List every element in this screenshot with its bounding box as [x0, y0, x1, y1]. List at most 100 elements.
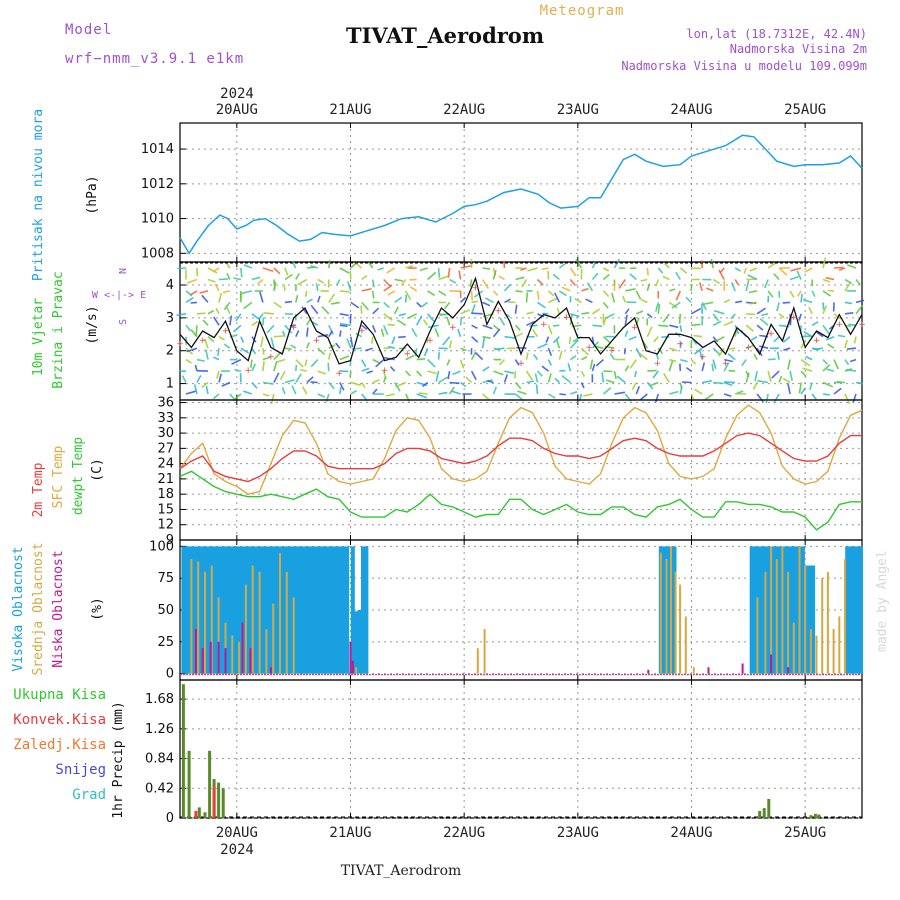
wind-arrow	[435, 370, 440, 382]
temp-ylabel-3: dewpt Temp	[71, 437, 86, 515]
wind-arrow	[443, 301, 451, 310]
wind-arrow	[580, 347, 589, 356]
wind-arrow	[295, 330, 300, 338]
wind-arrow	[753, 353, 758, 360]
wind-arrow	[516, 346, 527, 349]
low-cloud-bar	[224, 648, 227, 674]
wind-gust-marker: +	[335, 369, 343, 379]
x-tick-label-top: 23AUG	[557, 102, 599, 118]
wind-arrow	[176, 313, 187, 317]
high-cloud-bar	[181, 546, 186, 674]
high-cloud-bar	[361, 546, 365, 674]
pressure-ytick-label: 1012	[141, 177, 174, 192]
high-cloud-bar	[749, 546, 754, 674]
wind-arrow	[317, 278, 325, 284]
total-precip-bar	[197, 807, 201, 818]
wind-arrow	[243, 301, 253, 310]
wind-arrow	[529, 324, 538, 328]
wind-arrow	[712, 320, 722, 327]
wind-arrow	[315, 283, 319, 292]
wind-arrow	[743, 267, 747, 275]
wind-gust-marker: +	[472, 284, 480, 294]
high-cloud-bar	[273, 546, 278, 674]
wind-arrow	[482, 393, 491, 401]
wind-arrow	[734, 267, 742, 272]
high-cloud-bar	[341, 546, 346, 674]
cloud-axis-labels: Visoka Oblacnost Srednja Oblacnost Niska…	[11, 542, 105, 675]
wind-arrow	[514, 304, 518, 314]
wind-arrow	[385, 393, 395, 397]
wind-arrow	[438, 391, 448, 395]
wind-gust-marker: +	[426, 336, 434, 346]
wind-arrow	[494, 347, 505, 351]
wind-arrow	[427, 271, 437, 281]
wind-arrow	[394, 296, 403, 304]
wind-arrow	[711, 363, 714, 372]
wind-arrow	[570, 390, 578, 395]
wind-arrow	[712, 359, 717, 370]
mid-cloud-bar	[770, 546, 773, 674]
wind-arrow	[745, 280, 750, 292]
mid-cloud-bar	[244, 584, 247, 674]
wind-arrow	[306, 298, 313, 304]
wind-arrow	[195, 325, 198, 336]
wind-arrow	[693, 334, 703, 338]
wind-unit: (m/s)	[85, 305, 100, 344]
wind-arrow	[251, 276, 261, 281]
wind-arrow	[778, 267, 788, 276]
wind-arrow	[734, 325, 740, 335]
wind-arrow	[310, 304, 319, 315]
wind-arrow	[669, 324, 679, 329]
wind-arrow	[404, 290, 412, 301]
high-cloud-bar	[357, 610, 362, 674]
cloud-panel: 0 25 50 75 100	[149, 539, 863, 682]
wind-arrow	[416, 358, 426, 361]
wind-arrow	[591, 308, 601, 315]
temperature-axis-labels: 2m Temp SFC Temp dewpt Temp (C)	[31, 437, 105, 518]
wind-arrow	[669, 347, 678, 352]
wind-arrow	[536, 278, 544, 286]
mid-cloud-bar	[224, 622, 227, 674]
wind-arrow	[190, 290, 198, 296]
wind-arrow	[339, 267, 350, 274]
wind-arrow	[685, 366, 692, 372]
wind-arrow	[798, 313, 802, 321]
wind-arrow	[295, 359, 304, 368]
wind-arrow	[301, 306, 308, 315]
wind-arrow	[846, 368, 857, 372]
wind-arrow	[657, 347, 664, 355]
wind-arrow	[662, 372, 670, 383]
wind-arrow	[284, 267, 289, 276]
wind-arrow	[555, 339, 561, 349]
wind-gust-marker: +	[745, 343, 753, 353]
wind-arrow	[690, 307, 702, 315]
wind-arrow	[844, 393, 851, 405]
wind-arrow	[251, 320, 259, 326]
high-cloud-bar	[256, 546, 261, 674]
wind-arrow	[452, 370, 461, 376]
high-cloud-bar	[662, 546, 667, 674]
high-cloud-bar	[314, 546, 319, 674]
wind-arrow	[552, 273, 560, 281]
total-precip-bar	[221, 788, 225, 818]
wind-arrow	[503, 260, 506, 269]
wind-arrow	[393, 306, 399, 315]
wind-arrow	[624, 330, 629, 337]
wind-arrow	[383, 278, 391, 287]
wind-gust-marker: +	[313, 336, 321, 346]
wind-arrow	[669, 358, 677, 363]
wind-arrow	[646, 326, 653, 338]
wind-arrow	[504, 370, 515, 375]
wind-arrow	[537, 301, 546, 309]
high-cloud-bar	[848, 546, 853, 674]
wind-arrow	[202, 319, 209, 326]
wind-arrow	[216, 370, 220, 379]
high-cloud-bar	[201, 546, 206, 674]
mid-cloud-bar	[838, 616, 841, 674]
wind-arrow	[756, 347, 763, 357]
wind-arrow	[446, 359, 451, 366]
cloud-ytick-label: 50	[157, 603, 174, 618]
wind-arrow	[395, 381, 407, 388]
wind-arrow	[655, 302, 660, 312]
wind-arrow	[757, 379, 769, 384]
